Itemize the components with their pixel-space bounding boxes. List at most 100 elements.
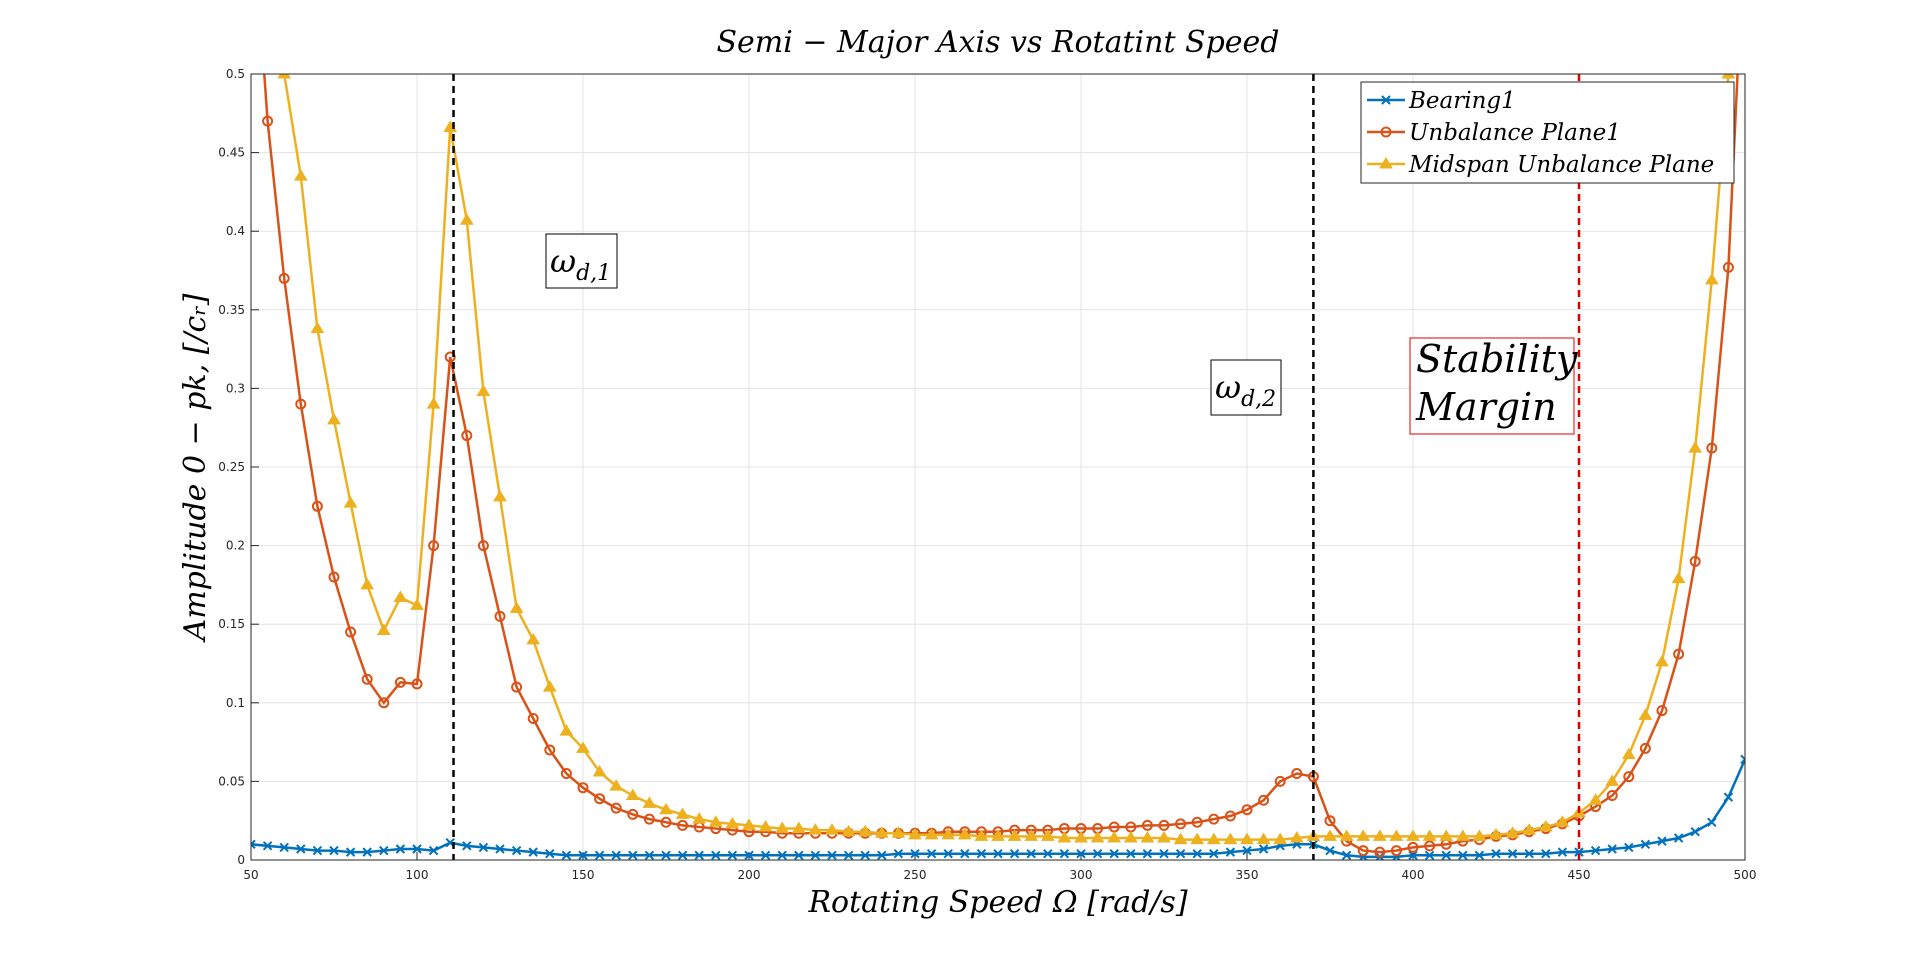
data-point — [1206, 832, 1221, 845]
data-point — [412, 844, 422, 854]
data-point — [1406, 829, 1420, 841]
data-point — [576, 741, 590, 753]
data-point — [1557, 847, 1568, 857]
data-point — [1159, 849, 1169, 859]
data-point — [511, 845, 522, 856]
data-point — [509, 601, 524, 613]
data-point — [1140, 831, 1155, 843]
data-point — [775, 821, 790, 834]
data-point — [560, 768, 572, 780]
annotation-subscript: d,1 — [576, 261, 611, 286]
data-point — [1224, 810, 1236, 822]
data-point — [677, 819, 689, 831]
data-point — [1491, 849, 1501, 859]
data-point — [841, 824, 856, 837]
data-point — [1191, 816, 1203, 828]
x-tick-label: 450 — [1568, 868, 1591, 882]
data-point — [1723, 792, 1734, 802]
data-point — [1605, 774, 1620, 786]
series — [277, 74, 1736, 845]
data-point — [262, 841, 273, 851]
annotation: Stability — [1416, 337, 1578, 381]
data-point — [459, 213, 474, 225]
data-point — [1192, 849, 1202, 859]
data-point — [874, 826, 889, 838]
data-point — [1009, 849, 1020, 859]
data-point — [1704, 272, 1719, 285]
data-point — [1059, 849, 1070, 859]
data-point — [1439, 829, 1454, 841]
data-point — [1123, 831, 1138, 843]
data-point — [262, 115, 274, 127]
y-tick-label: 0.4 — [226, 224, 245, 238]
data-point — [1689, 555, 1701, 567]
data-point — [1090, 831, 1105, 843]
data-point — [1126, 849, 1136, 859]
data-point — [742, 818, 756, 830]
data-point — [891, 826, 906, 838]
data-point — [858, 824, 873, 837]
data-point — [1173, 832, 1188, 845]
y-tick-label: 0.15 — [218, 617, 245, 631]
data-point — [610, 802, 622, 814]
data-point — [1241, 804, 1253, 816]
data-point — [1158, 819, 1170, 831]
data-point — [1621, 747, 1636, 760]
data-point — [1057, 831, 1072, 843]
data-point — [993, 849, 1003, 859]
data-point — [592, 764, 607, 777]
data-point — [1624, 842, 1634, 853]
y-tick-label: 0.5 — [226, 67, 245, 81]
data-point — [594, 850, 605, 860]
y-axis-label: Amplitude 0 − pk, [/cᵣ] — [178, 293, 213, 643]
data-point — [1424, 840, 1436, 852]
data-point — [1522, 823, 1537, 835]
data-point — [312, 845, 323, 856]
data-point — [694, 850, 704, 860]
data-point — [378, 697, 390, 709]
data-point — [1175, 849, 1186, 859]
data-point — [310, 321, 325, 334]
data-point — [526, 632, 541, 645]
x-axis-label: Rotating Speed Ω [rad/s] — [807, 885, 1187, 920]
data-point — [877, 850, 887, 860]
data-point — [660, 816, 672, 828]
data-point — [361, 673, 373, 685]
data-point — [393, 590, 408, 602]
series — [251, 754, 1745, 860]
data-point — [725, 816, 740, 829]
data-point — [528, 847, 538, 857]
data-point — [1706, 442, 1718, 454]
data-point — [477, 540, 489, 552]
data-point — [711, 850, 721, 860]
data-point — [1341, 850, 1352, 860]
data-point — [744, 850, 754, 860]
data-point — [1043, 849, 1053, 859]
annotation: Margin — [1415, 385, 1557, 429]
data-point — [345, 626, 357, 638]
data-point — [1324, 815, 1336, 827]
data-point — [251, 839, 256, 849]
data-point — [1390, 845, 1402, 857]
data-point — [1656, 705, 1668, 717]
chart-title: Semi − Major Axis vs Rotatint Speed — [716, 25, 1279, 60]
legend-label: Unbalance Plane1 — [1409, 120, 1621, 146]
data-point — [577, 782, 589, 794]
y-tick-label: 0.3 — [226, 381, 245, 395]
data-point — [327, 412, 341, 425]
data-point — [1339, 829, 1354, 841]
data-point — [843, 850, 854, 860]
data-point — [1489, 827, 1503, 840]
data-point — [1590, 845, 1601, 856]
data-point — [1190, 832, 1205, 845]
x-tick-label: 50 — [243, 868, 258, 882]
data-point — [675, 807, 690, 819]
data-point — [1538, 820, 1553, 832]
data-point — [1408, 850, 1418, 860]
data-point — [328, 571, 340, 583]
data-point — [827, 850, 837, 860]
data-point — [974, 829, 989, 841]
data-point — [924, 827, 939, 840]
data-point — [410, 598, 424, 610]
